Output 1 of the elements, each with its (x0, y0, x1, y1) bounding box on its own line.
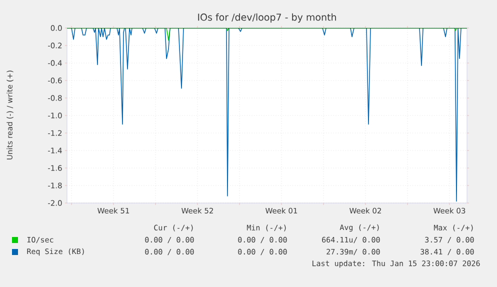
chart-title: IOs for /dev/loop7 - by month (198, 13, 336, 23)
